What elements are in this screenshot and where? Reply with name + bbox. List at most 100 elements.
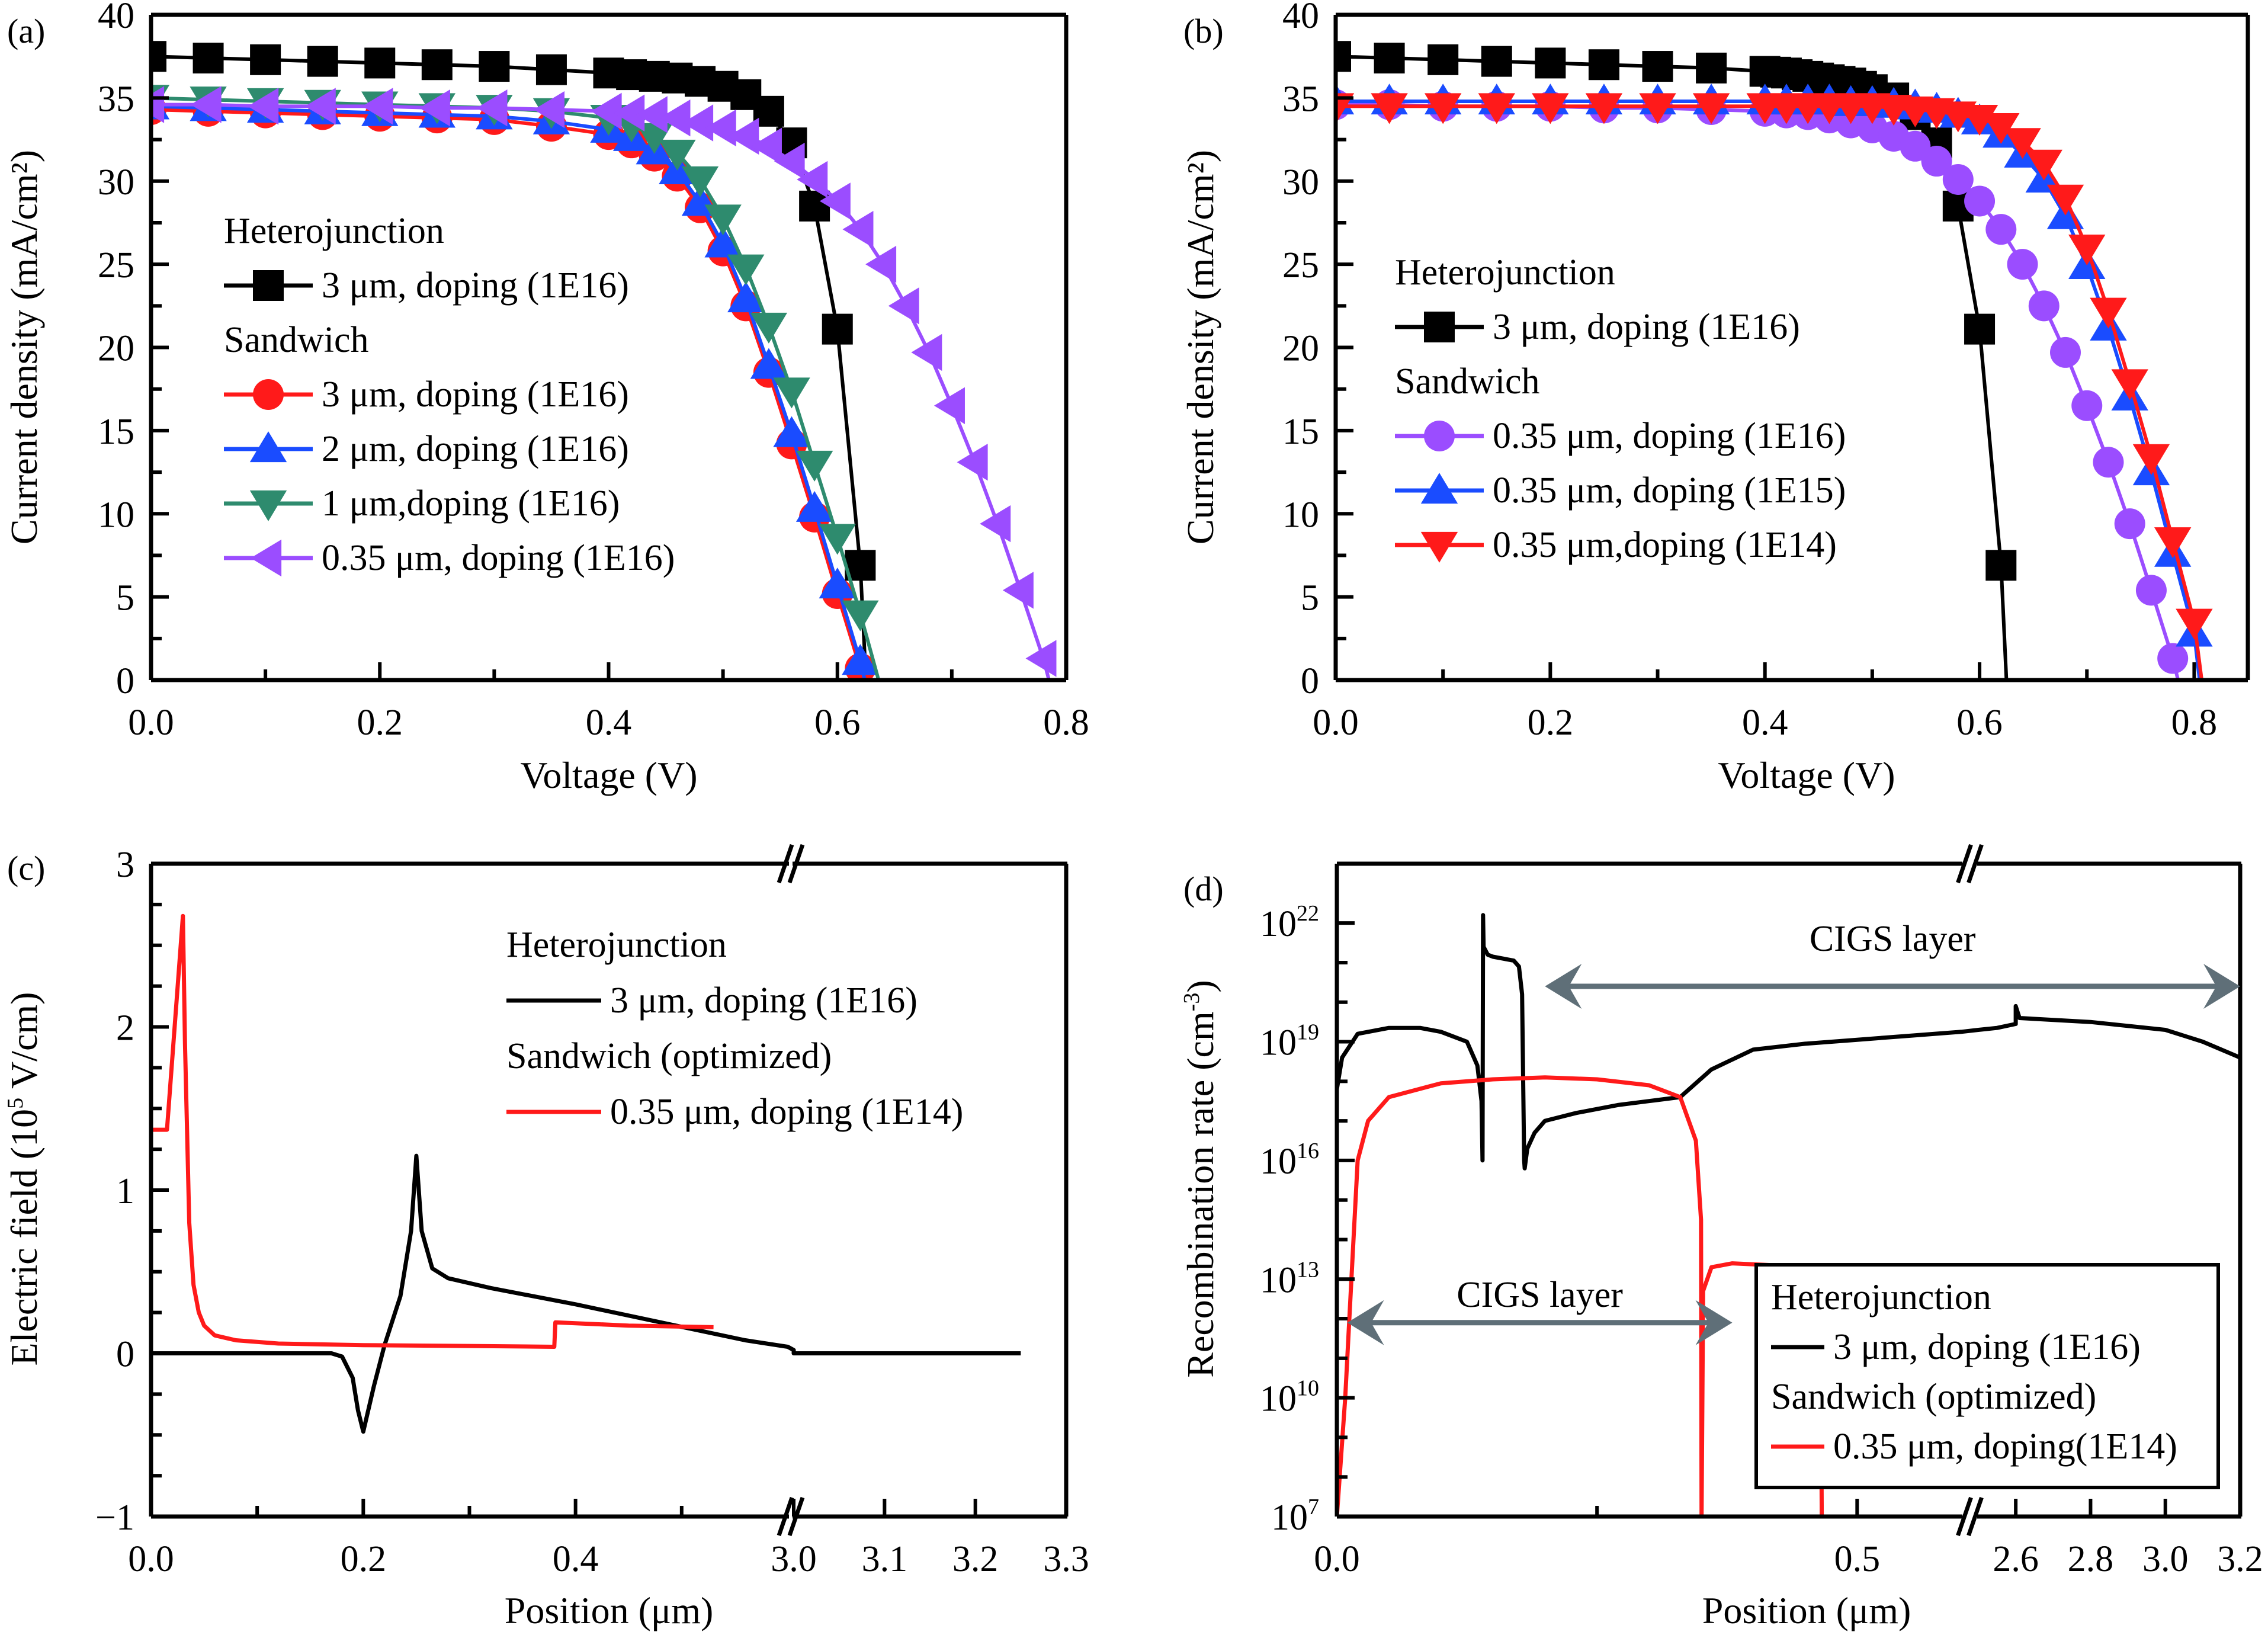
y-axis-title-d-tail: ) [1179,980,1221,992]
x-tick-label: 3.2 [952,1539,999,1579]
x-tick-label: 0.0 [128,1539,174,1579]
x-tick-label: 3.3 [1043,1539,1089,1579]
data-point [419,89,450,127]
y-tick-label-exponent: 22 [1297,901,1319,926]
data-point [2025,149,2062,181]
data-point [1942,164,1974,195]
plot-area-d: 0.0 0.5 2.6 2.8 3.0 3.21071010101310161019102… [1260,844,2263,1579]
x-tick-label: 0.4 [586,703,632,743]
series-line-2 [151,913,714,1349]
y-axis-title-c: Electric field (105 V/cm) [3,992,45,1366]
y-tick-label: 1016 [1260,1139,1319,1182]
data-point [2093,447,2124,478]
panel-d-recombination-rate: (d) Position (μm) Recombination rate (cm… [1179,844,2263,1631]
data-point [2114,508,2145,540]
data-point [1481,46,1512,77]
data-point [2154,527,2192,559]
data-point [681,166,719,197]
x-tick-label: 3.2 [2217,1539,2263,1579]
y-tick-label-exponent: 16 [1297,1139,1319,1163]
data-point [750,312,788,344]
data-point [636,96,668,133]
x-tick-label: 0.6 [814,703,861,743]
x-tick-label: 0.8 [1043,703,1089,743]
panel-c-electric-field: (c) Position (μm) Electric field (105 V/… [3,844,1089,1631]
data-point [476,89,508,127]
x-tick-label: 0.2 [357,703,403,743]
data-point [421,49,453,81]
x-tick-label: 0.6 [1956,703,2003,743]
data-point [819,524,856,555]
arrowhead-right-icon [1695,1300,1733,1345]
data-point [750,127,782,165]
series-line-1 [1337,913,2240,1171]
axis-break-mark [1967,844,1984,884]
data-point [957,444,988,481]
data-point [795,450,833,482]
data-point [2007,249,2038,280]
y-ticks: 0 5 10 15 20 25 30 35 40 [1282,0,1353,701]
data-point [1900,130,1931,162]
y-tick-label: 10 [1282,495,1319,535]
series-group [151,913,1021,1434]
panel-label-a: (a) [7,12,45,50]
y-axis-title-d-sup: -3 [1179,993,1204,1012]
data-point [773,377,810,409]
plot-area-a: 0.0 0.2 0.4 0.6 0.8 0 5 10 15 20 25 30 35 40 Heterojun… [98,0,1089,743]
data-point [659,139,696,171]
legend-entry-label: 3 μm, doping (1E16) [322,374,629,415]
data-point [933,387,965,424]
data-point [682,104,714,142]
legend-entry-label: 0.35 μm,doping (1E14) [1493,525,1837,565]
y-axis-title-c-main: Electric field (10 [3,1109,45,1366]
y-tick-label: 1 [116,1171,134,1211]
annotation-label: CIGS layer [1810,919,1976,959]
data-point [307,46,338,77]
legend: Heterojunction 3 μm, doping (1E16) Sandwic… [1754,1263,2220,1489]
legend-entry-label: 1 μm,doping (1E16) [322,483,620,524]
x-ticks: 0.0 0.5 2.6 2.8 3.0 3.2 [1314,1499,2263,1579]
data-point [2157,643,2189,674]
data-point [2028,290,2060,322]
y-tick-label: 5 [1301,578,1319,618]
data-point [1427,44,1459,75]
legend: Heterojunction 3 μm, doping (1E16) Sandwic… [1395,252,1846,565]
data-point [1585,93,1623,124]
data-point [535,54,567,85]
data-point [1692,93,1730,124]
legend-entry-label: 3 μm, doping (1E16) [1493,307,1800,347]
x-tick-label: 0.4 [553,1539,599,1579]
data-point [1696,52,1727,84]
data-point [1588,49,1619,81]
x-axis-title-a: Voltage (V) [520,754,697,796]
y-tick-label-base: 10 [1271,1498,1308,1538]
arrowhead-right-icon [2203,964,2240,1009]
data-point [1964,313,1996,345]
y-tick-label: 15 [98,412,134,452]
axis-break-mark [777,1496,794,1537]
data-point [2090,297,2127,329]
data-point [1025,640,1057,677]
y-tick-label: 25 [1282,245,1319,286]
x-tick-label: 0.0 [128,703,174,743]
data-point [842,644,879,675]
data-point [773,416,810,447]
y-tick-label: 1010 [1260,1376,1319,1419]
legend-entry-label: 3 μm, doping (1E16) [1833,1327,2141,1367]
data-point [2071,390,2103,421]
legend-heading: Sandwich [1395,361,1540,402]
x-tick-label: 3.1 [862,1539,908,1579]
x-tick-label: 0.5 [1834,1539,1881,1579]
data-point [591,92,622,130]
data-point [534,91,565,129]
data-point [1985,550,2017,581]
panel-label-c: (c) [7,849,45,887]
y-axis-title-d: Recombination rate (cm-3) [1179,980,1221,1377]
legend-entry-label: 0.35 μm, doping(1E14) [1833,1426,2177,1467]
data-point [2176,608,2213,640]
y-axis-title-c-sup: 5 [3,1098,28,1109]
legend: Heterojunction 3 μm, doping (1E16) Sandwic… [224,211,675,578]
y-tick-label: 35 [98,79,134,119]
data-point [888,287,919,325]
